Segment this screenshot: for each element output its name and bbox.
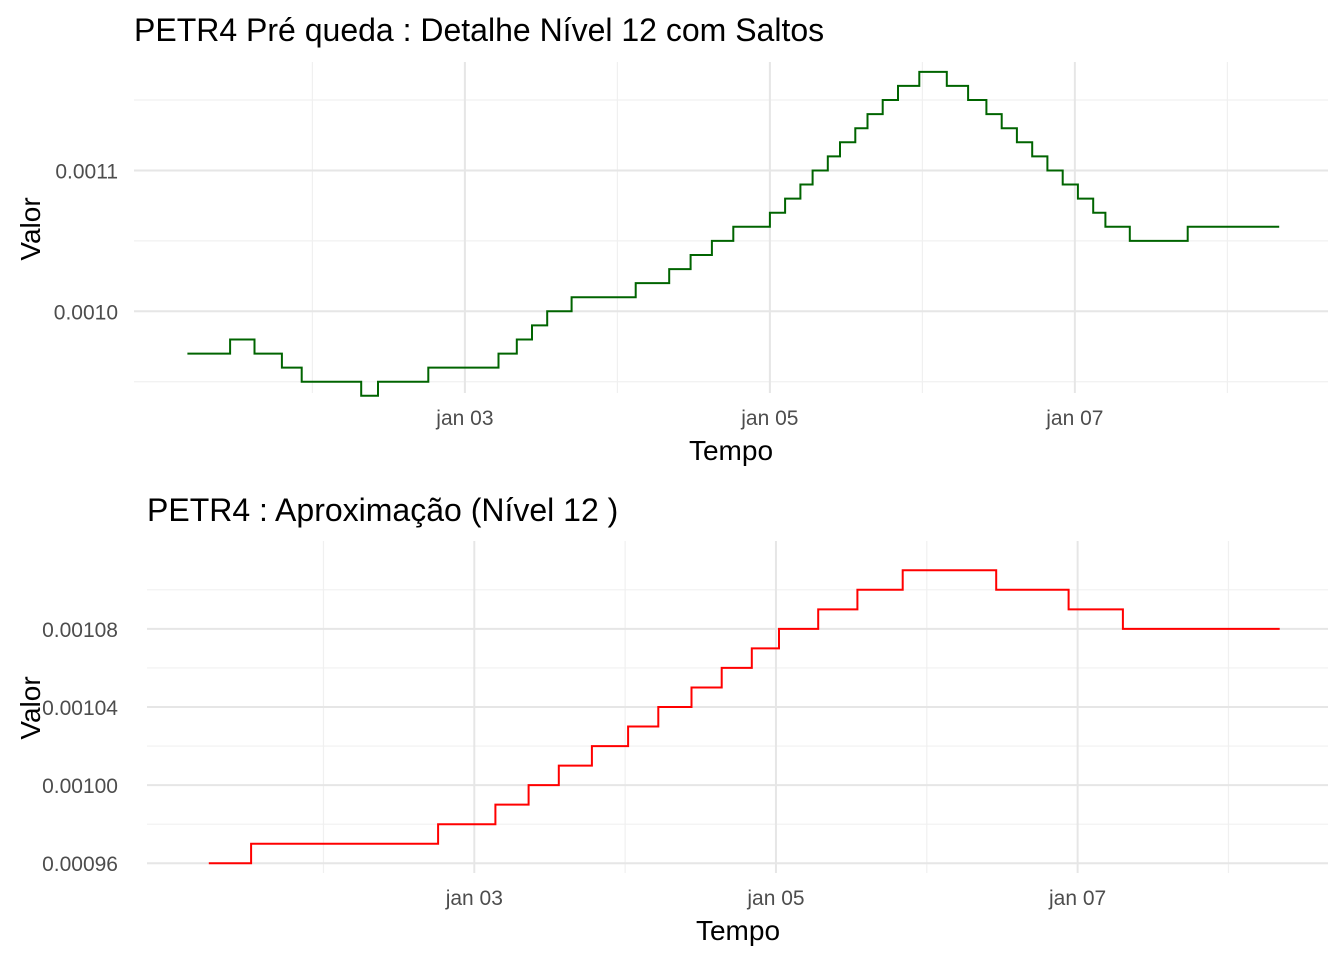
y-axis-label-1: Valor xyxy=(15,197,46,260)
y-tick-label: 0.00100 xyxy=(42,775,118,798)
step-series-line xyxy=(208,569,1280,865)
x-tick-label: jan 07 xyxy=(1048,887,1106,910)
y-axis-label-2: Valor xyxy=(15,676,46,739)
y-tick-label: 0.00096 xyxy=(42,853,118,876)
panel-1: PETR4 Pré queda : Detalhe Nível 12 com S… xyxy=(15,12,1328,466)
x-tick-label: jan 03 xyxy=(445,887,503,910)
plot-area-2: jan 03 jan 05 jan 07 0.00096 0.00100 0.00104 0… xyxy=(42,541,1328,910)
panel-2: PETR4 : Aproximação (Nível 12 ) jan 03 ja… xyxy=(15,492,1328,946)
y-tick-label: 0.0010 xyxy=(54,301,118,324)
chart-title-2: PETR4 : Aproximação (Nível 12 ) xyxy=(147,492,618,528)
x-axis-label-2: Tempo xyxy=(696,915,780,946)
chart-title-1: PETR4 Pré queda : Detalhe Nível 12 com S… xyxy=(134,12,824,48)
y-tick-label: 0.00104 xyxy=(42,697,118,720)
plot-area-1: jan 03 jan 05 jan 07 0.0010 0.0011 xyxy=(54,62,1328,430)
y-tick-label: 0.0011 xyxy=(55,160,118,183)
x-tick-label: jan 05 xyxy=(746,887,804,910)
y-tick-label: 0.00108 xyxy=(42,619,118,642)
step-series-line xyxy=(187,70,1280,397)
x-tick-label: jan 03 xyxy=(435,407,493,430)
x-axis-label-1: Tempo xyxy=(689,435,773,466)
x-tick-label: jan 07 xyxy=(1045,407,1103,430)
x-tick-label: jan 05 xyxy=(740,407,798,430)
